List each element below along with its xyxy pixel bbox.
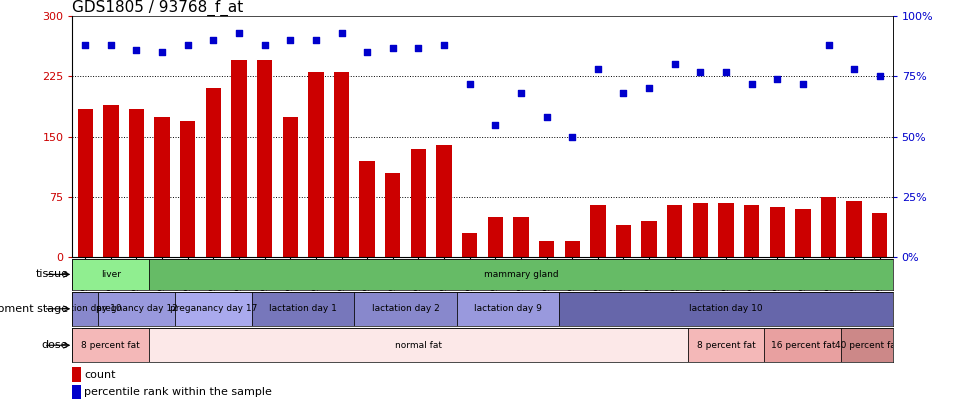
Text: lactation day 1: lactation day 1 (269, 304, 337, 313)
Bar (513, 217, 529, 257)
Point (462, 81, 478, 87)
Bar (693, 202, 708, 257)
Point (642, 85, 657, 92)
Bar (283, 117, 298, 257)
Text: percentile rank within the sample: percentile rank within the sample (84, 387, 272, 397)
Point (795, 81, 811, 87)
Point (436, 42, 452, 48)
Bar (154, 117, 170, 257)
Point (308, 37, 323, 44)
Bar (354, 292, 456, 326)
Point (538, 114, 554, 121)
Text: GDS1805 / 93768_f_at: GDS1805 / 93768_f_at (72, 0, 243, 16)
Point (283, 37, 298, 44)
Bar (616, 225, 631, 257)
Bar (206, 88, 221, 257)
Bar (560, 292, 893, 326)
Point (411, 44, 427, 51)
Bar (744, 205, 759, 257)
Point (693, 68, 708, 75)
Bar (180, 121, 195, 257)
Bar (487, 217, 503, 257)
Bar (591, 205, 605, 257)
Bar (359, 161, 374, 257)
Bar (128, 109, 144, 257)
Point (103, 42, 119, 48)
Bar (72, 385, 81, 399)
Bar (436, 145, 452, 257)
Bar (150, 328, 687, 362)
Bar (821, 197, 837, 257)
Point (232, 30, 247, 36)
Bar (411, 149, 427, 257)
Text: preganancy day 17: preganancy day 17 (170, 304, 257, 313)
Bar (795, 209, 811, 257)
Bar (841, 328, 893, 362)
Text: lactation day 9: lactation day 9 (474, 304, 542, 313)
Bar (257, 60, 272, 257)
Point (769, 76, 785, 82)
Point (206, 37, 221, 44)
Point (180, 42, 196, 48)
Point (667, 61, 682, 68)
Point (513, 90, 529, 96)
Bar (334, 72, 349, 257)
Bar (565, 241, 580, 257)
Bar (308, 72, 323, 257)
Bar (77, 109, 93, 257)
Bar (98, 292, 175, 326)
Point (77, 42, 93, 48)
Text: mammary gland: mammary gland (483, 270, 559, 279)
Point (591, 66, 606, 72)
Point (128, 47, 144, 53)
Text: 8 percent fat: 8 percent fat (697, 341, 756, 350)
Text: count: count (84, 370, 116, 380)
Point (616, 90, 631, 96)
Bar (872, 213, 888, 257)
Bar (103, 104, 119, 257)
Text: tissue: tissue (36, 269, 69, 279)
Bar (72, 292, 98, 326)
Bar (642, 221, 657, 257)
Bar (718, 202, 733, 257)
Bar (232, 60, 247, 257)
Text: development stage: development stage (0, 304, 69, 314)
Text: liver: liver (100, 270, 121, 279)
Bar (72, 367, 81, 382)
Bar (846, 201, 862, 257)
Text: dose: dose (41, 340, 69, 350)
Point (821, 42, 837, 48)
Text: pregnancy day 12: pregnancy day 12 (96, 304, 178, 313)
Bar (456, 292, 560, 326)
Text: lactation day 10: lactation day 10 (48, 304, 122, 313)
Point (257, 42, 272, 48)
Bar (764, 328, 841, 362)
Point (744, 81, 759, 87)
Bar (667, 205, 682, 257)
Bar (687, 328, 764, 362)
Bar (72, 328, 150, 362)
Bar (769, 207, 785, 257)
Text: 8 percent fat: 8 percent fat (81, 341, 140, 350)
Point (154, 49, 170, 55)
Point (872, 73, 888, 80)
Text: 16 percent fat: 16 percent fat (771, 341, 835, 350)
Bar (385, 173, 400, 257)
Bar (252, 292, 354, 326)
Point (359, 49, 374, 55)
Text: normal fat: normal fat (395, 341, 442, 350)
Bar (72, 259, 150, 290)
Bar (175, 292, 252, 326)
Point (334, 30, 349, 36)
Text: lactation day 10: lactation day 10 (689, 304, 762, 313)
Point (565, 134, 580, 140)
Point (718, 68, 733, 75)
Text: lactation day 2: lactation day 2 (372, 304, 439, 313)
Bar (538, 241, 554, 257)
Point (385, 44, 400, 51)
Point (487, 122, 503, 128)
Point (846, 66, 862, 72)
Bar (462, 233, 478, 257)
Text: 40 percent fat: 40 percent fat (835, 341, 899, 350)
